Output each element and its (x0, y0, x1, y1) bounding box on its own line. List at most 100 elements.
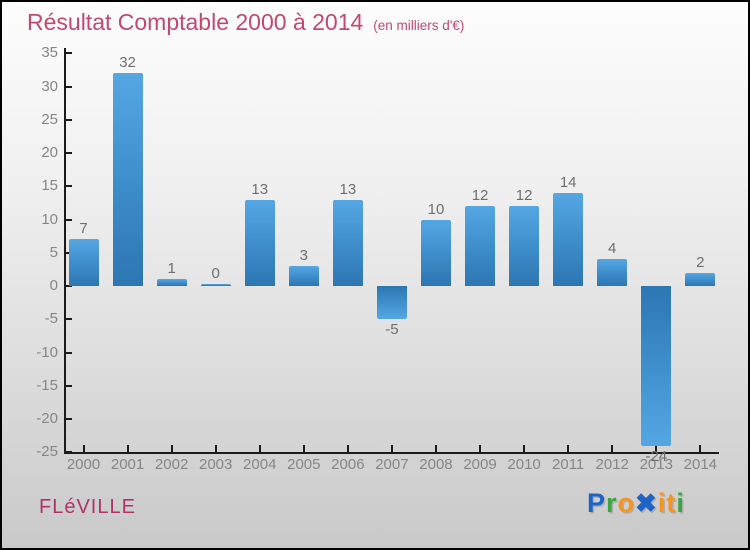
chart-title: Résultat Comptable 2000 à 2014 (en millie… (27, 9, 464, 36)
logo-letter: P (587, 488, 607, 518)
y-axis-tick (64, 218, 72, 221)
bar-2004 (244, 199, 275, 286)
bar-2010 (509, 206, 540, 286)
bar-value-label: 1 (167, 260, 176, 278)
bar-2003 (200, 284, 231, 286)
x-axis-line (64, 452, 719, 455)
x-axis-label: 2009 (463, 456, 497, 474)
bar-value-label: 32 (119, 54, 136, 72)
y-axis-tick-label: -25 (36, 443, 58, 461)
logo-letter: o (617, 488, 636, 518)
logo-letter: i (657, 488, 667, 518)
bar-value-label: 7 (79, 220, 88, 238)
bar-2007 (376, 286, 407, 320)
y-axis-tick (64, 52, 72, 55)
bar-2012 (597, 259, 628, 286)
x-axis-tick (126, 445, 129, 453)
bar-value-label: 2 (696, 253, 705, 271)
x-axis-tick (302, 445, 305, 453)
bar-2006 (332, 199, 363, 286)
x-axis-label: 2010 (507, 456, 541, 474)
x-axis-tick (390, 445, 393, 453)
bar-2002 (156, 279, 187, 286)
x-axis-label: 2002 (154, 456, 189, 474)
y-axis-tick (64, 251, 72, 254)
x-axis-label: 2004 (243, 456, 277, 474)
x-axis-label: 2013 (639, 456, 673, 474)
y-axis-tick (64, 318, 72, 321)
y-axis-line (64, 48, 66, 455)
y-axis-tick-label: 5 (49, 243, 58, 261)
bar-value-label: 12 (515, 187, 533, 205)
bar-2005 (288, 266, 319, 286)
y-axis-tick (64, 285, 72, 287)
bar-2014 (685, 272, 716, 286)
bar-value-label: 0 (211, 265, 220, 282)
logo-letter: t (666, 488, 677, 518)
x-axis-label: 2000 (66, 456, 101, 474)
bar-value-label: 13 (251, 180, 269, 198)
bar-2011 (553, 192, 584, 286)
bar-2001 (112, 73, 143, 286)
bar-value-label: 14 (559, 173, 577, 191)
y-axis-tick-label: 20 (41, 144, 58, 161)
x-axis-tick (258, 445, 261, 453)
y-axis-tick-label: -5 (44, 310, 58, 328)
x-axis-tick (82, 445, 85, 453)
y-axis-tick-label: 35 (41, 44, 58, 62)
x-axis-label: 2006 (331, 456, 365, 474)
chart-title-text: Résultat Comptable 2000 à 2014 (27, 9, 364, 35)
y-axis-tick-label: 10 (41, 210, 58, 228)
bar-value-label: -24 (645, 447, 668, 465)
bar-2008 (420, 219, 451, 286)
x-axis-label: 2007 (375, 456, 409, 474)
bar-value-label: 12 (471, 187, 489, 205)
y-axis-tick-label: -10 (36, 343, 58, 361)
x-axis-tick (214, 445, 217, 453)
x-axis-tick (655, 445, 658, 453)
y-axis-tick (64, 118, 72, 121)
y-axis-tick-label: -20 (36, 410, 58, 427)
x-axis-label: 2005 (287, 456, 321, 474)
y-axis-tick (64, 152, 72, 154)
proxiti-logo[interactable]: Pro✖iti (587, 488, 685, 519)
bar-2013 (641, 286, 672, 446)
x-axis-label: 2012 (595, 456, 629, 474)
x-axis-label: 2008 (419, 456, 453, 474)
commune-name-label: FLéVILLE (39, 496, 136, 518)
x-axis-tick (346, 445, 349, 453)
y-axis-tick-label: 0 (49, 277, 58, 294)
y-axis-tick-label: 15 (41, 177, 58, 195)
x-axis-tick (567, 445, 570, 453)
bar-2009 (465, 206, 496, 286)
x-axis-label: 2003 (198, 456, 233, 474)
bar-value-label: 13 (339, 180, 357, 198)
x-axis-label: 2001 (110, 456, 145, 474)
bar-value-label: 4 (608, 240, 617, 258)
y-axis-tick (64, 185, 72, 188)
bar-value-label: -5 (385, 321, 399, 339)
y-axis-tick-label: 25 (41, 110, 58, 128)
x-axis-tick (479, 445, 482, 453)
y-axis-tick (64, 351, 72, 354)
logo-letter: i (676, 488, 685, 518)
x-axis-tick (434, 445, 437, 453)
y-axis-tick-label: 30 (41, 77, 58, 95)
logo-letter: r (606, 488, 618, 518)
x-axis-label: 2014 (683, 456, 718, 474)
bar-2000 (68, 239, 99, 286)
y-axis-tick (64, 85, 72, 88)
y-axis-tick (64, 384, 72, 387)
bar-value-label: 3 (299, 247, 308, 265)
y-axis-tick (64, 451, 72, 454)
x-axis-tick (523, 445, 526, 453)
y-axis-tick-label: -15 (36, 376, 58, 394)
x-axis-tick (611, 445, 614, 453)
bar-value-label: 10 (427, 200, 445, 218)
y-axis-tick (64, 418, 72, 420)
chart-subtitle: (en milliers d'€) (373, 18, 465, 33)
x-axis-tick (170, 445, 173, 453)
x-axis-tick (699, 445, 702, 453)
logo-x-icon: ✖ (635, 488, 658, 518)
